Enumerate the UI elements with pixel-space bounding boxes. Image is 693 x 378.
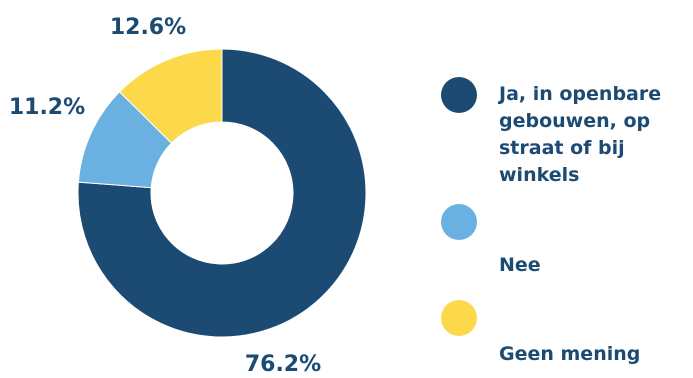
legend-label-ja-line-1: Ja, in openbare xyxy=(497,83,661,105)
slice-labels: 76.2% 11.2% 12.6% xyxy=(9,15,321,377)
legend-marker-geen-mening xyxy=(441,300,477,336)
legend-label-geen-mening-line-2: Geen mening xyxy=(499,343,640,365)
legend-label-ja-line-2: gebouwen, op xyxy=(499,110,650,132)
legend-label-ja: Ja, in openbare gebouwen, op straat of b… xyxy=(497,83,668,186)
legend-label-ja-line-3: straat of bij xyxy=(499,137,625,159)
slice-label-ja: 76.2% xyxy=(245,352,321,374)
legend-label-ja-line-4: winkels xyxy=(499,164,579,186)
donut-slice-ja xyxy=(77,48,367,338)
legend-marker-nee xyxy=(441,204,477,240)
legend-label-nee-line-2: Nee xyxy=(499,254,541,276)
legend: Ja, in openbare gebouwen, op straat of b… xyxy=(441,77,668,365)
legend-marker-ja xyxy=(441,77,477,113)
donut-slices xyxy=(77,48,367,338)
donut-slice-geen-mening xyxy=(118,48,223,144)
legend-label-nee: Nee xyxy=(499,254,541,276)
slice-label-nee: 11.2% xyxy=(9,95,85,120)
slice-label-geen-mening: 12.6% xyxy=(110,15,186,40)
legend-label-geen-mening: Geen mening xyxy=(499,343,640,365)
